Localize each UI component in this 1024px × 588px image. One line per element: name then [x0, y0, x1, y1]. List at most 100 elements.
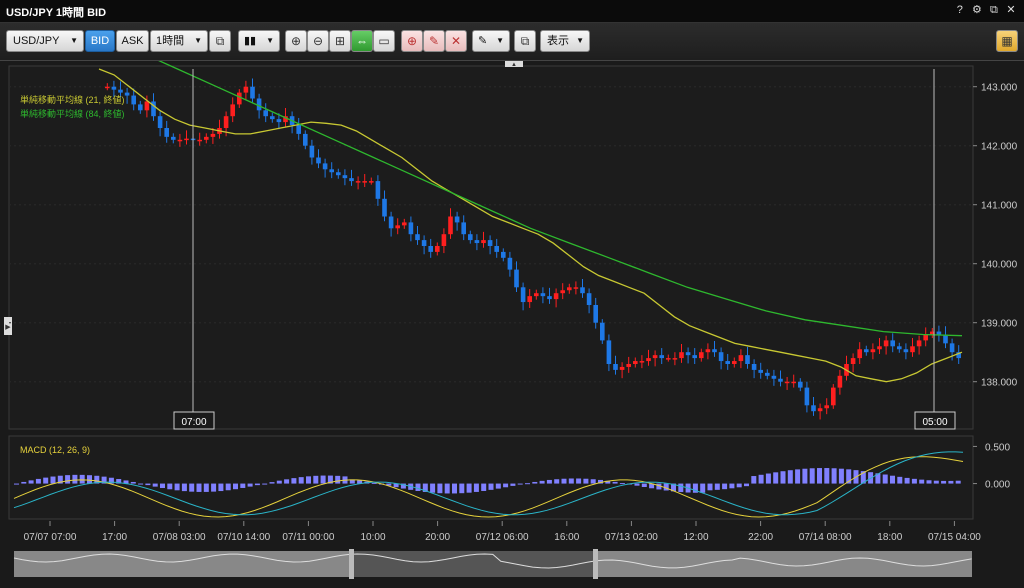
navigator-handle-right[interactable] — [593, 549, 598, 579]
pen-select[interactable]: ✎ ▼ — [472, 30, 510, 52]
candle-body — [666, 358, 671, 360]
macd-histogram-bar — [459, 483, 465, 494]
candle-body — [870, 349, 876, 353]
help-icon[interactable]: ? — [956, 4, 963, 16]
candle-body — [903, 349, 909, 353]
candle-body — [454, 216, 460, 223]
macd-histogram-bar — [123, 480, 129, 484]
macd-histogram-bar — [656, 483, 662, 490]
side-panel-handle[interactable] — [4, 317, 12, 335]
price-tick-label: 142.000 — [981, 142, 1018, 153]
macd-histogram-bar — [108, 477, 114, 484]
candle-body — [461, 222, 466, 235]
candle-body — [567, 287, 572, 291]
candle-body — [408, 222, 414, 235]
candlestick-icon: ▮▮ — [244, 35, 257, 47]
macd-histogram-bar — [722, 483, 728, 490]
ask-button[interactable]: ASK — [116, 30, 149, 52]
macd-histogram-bar — [437, 483, 443, 494]
candle-body — [586, 293, 592, 305]
candle-body — [369, 181, 374, 183]
candle-body — [171, 136, 176, 140]
chart-type-select[interactable]: ▮▮ ▼ — [238, 30, 280, 52]
collapse-handle[interactable] — [505, 61, 523, 67]
candle-body — [204, 136, 209, 140]
macd-histogram-bar — [933, 480, 939, 484]
time-tick-label: 18:00 — [877, 532, 902, 543]
zoom-out-icon[interactable]: ⊖ — [307, 30, 329, 52]
autoscale-icon[interactable]: ⇔ — [351, 30, 373, 52]
ma21-label: 単純移動平均線 (21, 終値) — [20, 94, 125, 105]
time-tick-label: 07/11 00:00 — [282, 532, 335, 543]
macd-histogram-bar — [233, 483, 238, 490]
macd-histogram-bar — [393, 483, 399, 488]
display-menu[interactable]: 表示 ▼ — [540, 30, 590, 52]
macd-histogram-bar — [590, 479, 596, 484]
candle-body — [712, 349, 717, 353]
candle-body — [507, 257, 513, 270]
time-tick-label: 07/13 02:00 — [605, 532, 658, 543]
macd-histogram-bar — [225, 483, 231, 491]
macd-histogram-bar — [729, 483, 735, 489]
zoom-in-icon[interactable]: ⊕ — [285, 30, 307, 52]
candle-body — [745, 355, 750, 364]
macd-histogram-bar — [744, 483, 749, 487]
macd-histogram-bar — [269, 482, 275, 484]
price-tick-label: 139.000 — [981, 319, 1018, 330]
calculator-icon[interactable]: ▦ — [996, 30, 1018, 52]
restore-icon[interactable]: ⧉ — [990, 4, 998, 16]
candle-body — [138, 104, 143, 111]
macd-histogram-bar — [87, 475, 92, 484]
gear-icon[interactable]: ⚙ — [971, 4, 982, 16]
crosshair-left-label: 07:00 — [181, 417, 206, 428]
link-icon[interactable]: ⧉ — [209, 30, 231, 52]
macd-histogram-bar — [941, 480, 947, 484]
macd-histogram-bar — [926, 480, 932, 484]
edit-drawing-icon[interactable]: ✎ — [423, 30, 445, 52]
navigator-handle-left[interactable] — [349, 549, 354, 579]
candle-body — [817, 408, 823, 412]
candle-body — [560, 290, 565, 294]
macd-histogram-bar — [430, 483, 436, 493]
macd-histogram-bar — [525, 483, 530, 485]
scroll-end-icon[interactable]: ▭ — [373, 30, 395, 52]
indicator-icon[interactable]: ⧉ — [514, 30, 536, 52]
chart-svg[interactable]: ▲ ▶ 143.000142.000141.000140.000139.0001… — [0, 27, 1024, 583]
macd-histogram-bar — [21, 481, 27, 484]
candle-body — [355, 181, 361, 183]
macd-histogram-bar — [211, 483, 217, 492]
macd-histogram-bar — [860, 471, 866, 484]
price-pane — [8, 65, 974, 430]
candle-body — [336, 172, 341, 176]
candle-body — [184, 138, 189, 141]
macd-histogram-bar — [65, 475, 71, 484]
time-tick-label: 07/10 14:00 — [217, 532, 270, 543]
symbol-value: USD/JPY — [13, 35, 60, 47]
candle-body — [388, 216, 394, 229]
chart-area[interactable]: ▲ ▶ 143.000 142.000 141.000 140.000 139.000 1… — [0, 27, 1024, 583]
pen-icon: ✎ — [478, 35, 488, 47]
macd-histogram-bar — [568, 478, 574, 484]
candle-body — [428, 246, 433, 252]
macd-histogram-bar — [452, 483, 457, 494]
fit-icon[interactable]: ⊞ — [329, 30, 351, 52]
candle-body — [514, 269, 519, 288]
symbol-select[interactable]: USD/JPY ▼ — [6, 30, 84, 52]
close-icon[interactable]: ✕ — [1006, 4, 1016, 16]
candle-body — [718, 352, 724, 362]
delete-drawing-icon[interactable]: ✕ — [445, 30, 467, 52]
macd-histogram-bar — [35, 478, 41, 484]
time-tick-label: 07/08 03:00 — [153, 532, 206, 543]
macd-histogram-bar — [167, 483, 173, 490]
macd-label: MACD (12, 26, 9) — [20, 445, 90, 455]
macd-histogram-bar — [795, 469, 801, 484]
candle-body — [441, 234, 447, 246]
macd-histogram-bar — [707, 483, 713, 491]
bid-button[interactable]: BID — [85, 30, 115, 52]
candle-body — [573, 287, 579, 289]
add-drawing-icon[interactable]: ⊕ — [401, 30, 423, 52]
timeframe-select[interactable]: 1時間 ▼ — [150, 30, 208, 52]
candle-body — [111, 86, 117, 90]
candle-body — [263, 110, 268, 117]
macd-histogram-bar — [700, 483, 706, 493]
